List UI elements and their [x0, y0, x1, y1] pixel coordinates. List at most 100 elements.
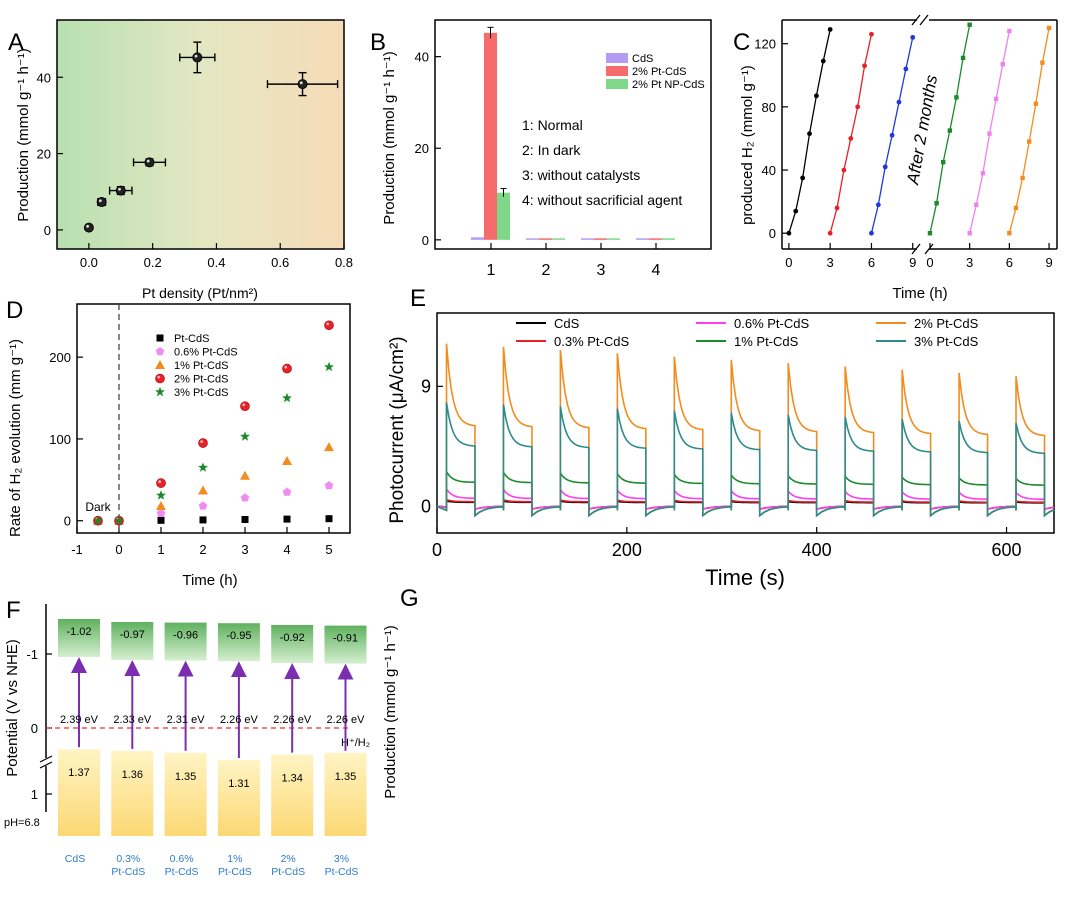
- panel-c-xtick-label: 9: [1045, 255, 1052, 270]
- panel-d-point-highlight: [326, 322, 330, 326]
- panel-f-hh2-label: H⁺/H₂: [341, 737, 370, 749]
- panel-letter-d: D: [6, 297, 23, 324]
- panel-f-gap-label: 2.33 eV: [113, 714, 152, 726]
- panel-d-point: [241, 516, 249, 524]
- panel-d-legend-marker: [156, 334, 164, 342]
- panel-b-ytick-label: 20: [415, 141, 429, 156]
- panel-a-xtick-label: 0.6: [271, 255, 289, 270]
- panel-f-cb-label: -0.91: [333, 633, 358, 645]
- panel-f-cb-block: [271, 625, 314, 663]
- panel-f-cb-label: -0.96: [173, 630, 198, 642]
- panel-d-point: [325, 515, 333, 523]
- panel-c-xtick-label: 9: [909, 255, 916, 270]
- panel-d-point: [240, 470, 250, 480]
- panel-b-frame: [434, 19, 712, 250]
- panel-f-name: 1%: [227, 853, 242, 865]
- panel-c-xtick-label: 3: [827, 255, 834, 270]
- panel-b-legend-swatch: [606, 79, 628, 89]
- panel-f-name: 3%: [334, 853, 349, 865]
- panel-b-bar: [649, 238, 662, 240]
- panel-b-bar: [662, 238, 675, 240]
- panel-c-point: [800, 175, 806, 181]
- panel-c-ylabel: produced H₂ (mmol g⁻¹): [739, 65, 756, 225]
- panel-f-name: CdS: [65, 853, 85, 865]
- panel-f-vb-block: [271, 754, 314, 836]
- panel-b-bar: [607, 238, 620, 240]
- panel-f-cb-label: -1.02: [66, 626, 91, 638]
- panel-a-xtick-label: 0.8: [335, 255, 353, 270]
- panel-b-bar: [471, 237, 484, 240]
- panel-f-cb-label: -0.95: [226, 630, 251, 642]
- panel-e-ylabel: Photocurrent (μA/cm²): [387, 336, 408, 523]
- panel-f-gap-label: 2.39 eV: [60, 714, 99, 726]
- panel-c-point: [875, 202, 881, 208]
- panel-d-point: [157, 516, 165, 524]
- panel-f-axis-break: [39, 761, 53, 769]
- panel-a-point: [83, 222, 94, 233]
- panel-f-name-line2: Pt-CdS: [165, 866, 199, 878]
- panel-d-legend-marker: [155, 347, 165, 356]
- panel-f-name-line2: Pt-CdS: [218, 866, 252, 878]
- panel-d-legend-label: 0.6% Pt-CdS: [174, 347, 238, 359]
- panel-d-point: [282, 456, 292, 466]
- panel-A-group: A 0.0 0.2 0.4 0.6 0.8 0 20 40 Pt density (Pt/nm…: [8, 19, 353, 301]
- panel-d-point-highlight: [200, 440, 204, 444]
- panel-d-point-highlight: [284, 365, 288, 369]
- panel-d-point: [198, 438, 208, 448]
- panel-f-vb-label: 1.31: [228, 778, 249, 790]
- panel-c-point: [869, 230, 874, 236]
- panel-d-point: [324, 481, 334, 490]
- panel-e-legend-label: 0.3% Pt-CdS: [554, 334, 629, 349]
- panel-c-point: [974, 202, 979, 207]
- panel-c-point: [1046, 25, 1052, 31]
- panel-e-xtick-label: 600: [992, 540, 1022, 560]
- panel-c-point: [947, 128, 953, 133]
- panel-f-ytick-label: 0: [31, 721, 38, 736]
- panel-a-xtick-label: 0.2: [144, 255, 162, 270]
- panel-a-point: [192, 52, 203, 63]
- panel-F-group: F -1 0 1 Potential (V vs NHE) H⁺/H₂ pH=6.8 -1.…: [4, 597, 370, 878]
- panel-c-point: [903, 66, 909, 72]
- panel-d-point: [240, 493, 250, 502]
- panel-b-legend-label: 2% Pt-CdS: [632, 66, 686, 78]
- panel-d-legend-label: 1% Pt-CdS: [174, 360, 228, 372]
- panel-a-point-highlight: [118, 187, 121, 191]
- panel-a-point-highlight: [299, 81, 303, 85]
- panel-c-point: [889, 132, 895, 138]
- panel-e-legend-label: 0.6% Pt-CdS: [734, 316, 809, 331]
- panel-c-point: [793, 208, 799, 214]
- panel-c-xtick-label: 6: [868, 255, 875, 270]
- panel-d-point: [198, 501, 208, 510]
- panel-c-point: [1020, 175, 1025, 181]
- panel-c-point: [993, 96, 999, 102]
- panel-b-xtick-label: 2: [542, 262, 551, 279]
- panel-a-frame: [56, 19, 345, 250]
- panel-c-point: [967, 231, 972, 236]
- panel-d-legend-marker: [155, 386, 165, 397]
- panel-c-xtick-label: 3: [966, 255, 973, 270]
- panel-d-point-highlight: [158, 480, 162, 484]
- panel-b-ytick-label: 40: [415, 50, 429, 65]
- panel-c-axis-break: [911, 243, 921, 255]
- panel-letter-b: B: [370, 29, 386, 56]
- panel-c-point: [1013, 205, 1019, 211]
- panel-d-point: [156, 508, 166, 518]
- panel-e-legend-label: 2% Pt-CdS: [914, 316, 979, 331]
- panel-c-point: [1000, 62, 1005, 67]
- panel-f-name-line2: Pt-CdS: [271, 866, 305, 878]
- panel-c-point: [869, 31, 874, 37]
- panel-f-vb-block: [217, 760, 260, 836]
- panel-e-xtick-label: 400: [802, 540, 832, 560]
- panel-e-legend-label: CdS: [554, 316, 580, 331]
- panel-f-gap-label: 2.26 eV: [273, 714, 312, 726]
- panel-c-axis-break: [924, 243, 934, 255]
- panel-letter-a: A: [8, 29, 24, 56]
- panel-e-plot: 0 200 400 600 0 9 CdS 0.3% Pt-CdS 0.6% Pt-CdS 1% …: [421, 312, 1055, 560]
- panel-a-xtick-label: 0.0: [80, 255, 98, 270]
- panel-letter-f: F: [6, 597, 21, 624]
- panel-c-point: [967, 22, 972, 27]
- panel-d-xtick-label: 0: [115, 542, 122, 557]
- panel-d-legend-marker: [155, 360, 165, 369]
